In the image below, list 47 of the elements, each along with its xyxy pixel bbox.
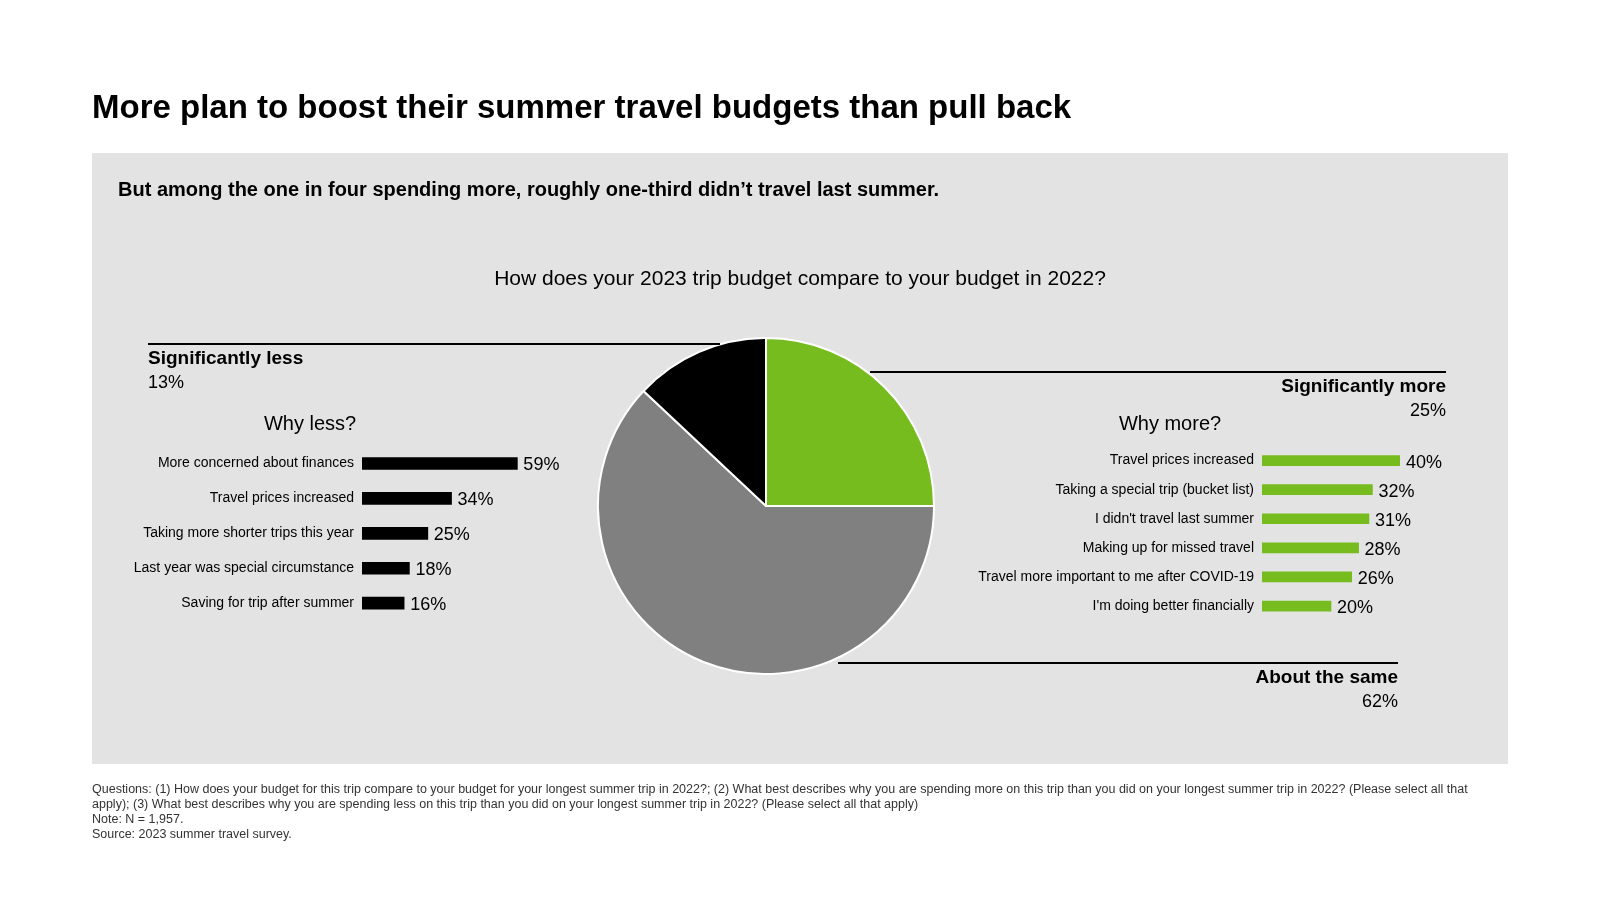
data-label: 25% (1409, 399, 1446, 420)
bar (1262, 600, 1332, 612)
bar (362, 561, 410, 575)
data-label: 25% (433, 524, 470, 545)
source-note: Source: 2023 summer travel survey. (92, 827, 293, 842)
y-tick-label: Making up for missed travel (1082, 538, 1254, 555)
y-tick-label: I'm doing better financially (1092, 596, 1254, 613)
text: How does your 2023 trip budget compare to your budget in 2022? (493, 266, 1107, 290)
slice-label: Significantly less (148, 346, 304, 368)
bar (362, 596, 405, 610)
data-label: 31% (1374, 509, 1411, 530)
bar (362, 457, 518, 470)
bar (362, 526, 429, 540)
data-label: 62% (1361, 690, 1398, 711)
data-label: 32% (1378, 480, 1415, 501)
y-tick-label: Travel prices increased (209, 489, 354, 506)
data-label: 59% (523, 454, 560, 475)
chart-subtitle: But among the one in four spending more, roughly one-third didn’t travel last summer. (118, 178, 940, 201)
slice-label: Significantly more (1281, 374, 1446, 396)
text: Questions: (1) How does your budget for this trip compare to your budget for your longest summer trip in 2022?; (2) What best describes why you are spending more on this trip than you did on your longest summer trip in 2022? (Please select all that apply); (3) What best describes why you are spending less on this trip than you did on your longest summer trip in 2022? (Please select all that apply) (92, 782, 1469, 812)
bar (1262, 571, 1353, 583)
y-tick-label: Last year was special circumstance (133, 559, 355, 576)
y-tick-label: Travel more important to me after COVID-19 (978, 567, 1255, 584)
data-label: 26% (1357, 567, 1394, 588)
data-label: 20% (1337, 597, 1374, 618)
slice-label: About the same (1255, 665, 1398, 687)
y-tick-label: Travel prices increased (1109, 451, 1254, 468)
chart-title: More plan to boost their summer travel budgets than pull back (92, 88, 1072, 126)
data-label: 18% (415, 559, 452, 580)
bar (362, 492, 452, 505)
data-label: 16% (410, 594, 447, 615)
bar (1262, 542, 1359, 554)
bar (1262, 513, 1370, 525)
data-label: 13% (148, 371, 185, 392)
bar (1262, 484, 1373, 495)
y-tick-label: Saving for trip after summer (181, 594, 355, 610)
y-tick-label: Taking a special trip (bucket list) (1055, 480, 1254, 497)
data-label: 28% (1364, 538, 1401, 559)
chart-title: Why more? (1118, 411, 1222, 434)
y-tick-label: I didn't travel last summer (1094, 509, 1255, 526)
data-label: 40% (1406, 451, 1443, 472)
text: Note: N = 1,957. (92, 812, 185, 827)
bar (1262, 455, 1400, 466)
data-label: 34% (457, 489, 494, 510)
y-tick-label: More concerned about finances (157, 454, 354, 471)
y-tick-label: Taking more shorter trips this year (143, 524, 355, 541)
chart-title: Why less? (263, 411, 357, 434)
